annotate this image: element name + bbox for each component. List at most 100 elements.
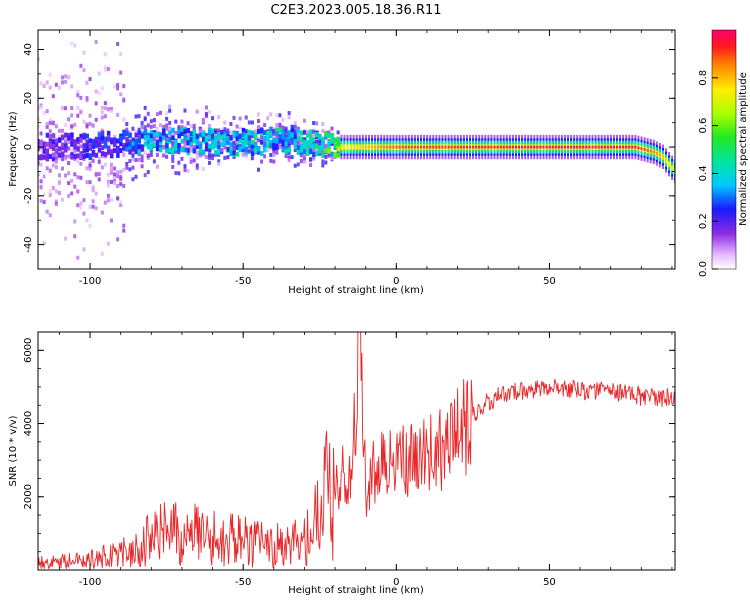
spectrogram-cell: [45, 122, 49, 127]
spectrogram-cell: [287, 111, 291, 116]
spectrogram-cell: [290, 128, 295, 134]
spectrogram-cell: [122, 149, 126, 154]
spectrogram-cell: [119, 202, 123, 207]
spectrogram-cell: [223, 133, 227, 139]
spectrogram-cell: [180, 126, 184, 132]
spectrogram-cell: [324, 144, 328, 149]
spectrogram-cell: [204, 137, 209, 143]
spectrogram-cell: [309, 142, 313, 148]
spectrogram-cell: [79, 154, 83, 160]
spectrogram-cell: [275, 123, 279, 128]
snr-series: [38, 332, 675, 569]
spectrogram-cell: [119, 200, 123, 205]
spectrogram-cell: [238, 138, 243, 144]
spectrogram-cell: [122, 129, 126, 135]
spectrogram-cell: [113, 172, 117, 177]
spectrogram-cell: [73, 139, 77, 145]
spectrogram-cell: [186, 128, 191, 134]
spectrogram-cell: [143, 128, 148, 134]
spectrogram-cell: [217, 128, 221, 133]
spectrogram-cell: [232, 154, 236, 159]
spectrogram-cell: [67, 135, 71, 141]
spectrogram-cell: [432, 145, 435, 149]
spectrogram-cell: [171, 155, 175, 160]
spectrogram-cell: [321, 145, 325, 151]
spectrogram-cell: [38, 116, 40, 121]
colorbar-tick-label: 0.8: [698, 70, 709, 86]
spectrogram-cell: [97, 138, 102, 144]
spectrogram-cell: [204, 155, 208, 160]
spectrogram-cell: [110, 197, 113, 202]
spectrogram-cell: [152, 118, 156, 123]
spectrogram-cell: [85, 142, 89, 148]
spectrogram-cell: [505, 145, 508, 149]
spectrogram-cell: [119, 175, 123, 180]
spectrogram-cell: [312, 129, 316, 134]
spectrogram-cell: [189, 133, 194, 139]
colorbar-tick-label: 0.4: [698, 165, 709, 181]
spectrogram-cell: [413, 145, 416, 149]
spectrogram-cell: [655, 152, 658, 156]
spectrogram-cell: [174, 139, 178, 145]
spectrogram-cell: [94, 136, 99, 142]
spectrogram-cell: [137, 144, 142, 150]
spectrogram-cell: [70, 41, 74, 46]
spectrogram-cell: [146, 170, 150, 175]
spectrogram-cell: [119, 177, 123, 182]
spectrogram-cell: [159, 123, 162, 128]
spectrogram-cell: [131, 141, 135, 147]
spectrogram-cell: [110, 169, 113, 174]
spectrogram-cell: [186, 121, 190, 126]
spectrogram-cell: [82, 68, 86, 73]
spectrogram-cell: [171, 147, 175, 153]
spectrogram-cell: [94, 152, 99, 158]
spectrogram-cell: [42, 174, 46, 179]
spectrogram-cell: [54, 165, 58, 170]
spectrogram-cell: [97, 71, 101, 76]
spectrogram-cell: [110, 166, 113, 171]
spectrogram-cell: [82, 137, 86, 142]
spectrogram-cell: [296, 145, 301, 151]
spectrogram-cell: [253, 148, 258, 154]
spectrogram-cell: [652, 150, 655, 154]
spectrogram-cell: [241, 127, 246, 133]
spectrogram-cell: [42, 145, 47, 151]
spectrogram-cell: [591, 145, 594, 149]
spectrogram-cell: [198, 147, 203, 153]
spectrogram-cell: [51, 133, 56, 139]
spectrogram-cell: [214, 128, 218, 133]
x-tick-label: -100: [79, 276, 102, 287]
spectrogram-cell: [336, 141, 341, 147]
spectrogram-cell: [327, 133, 331, 139]
spectrogram-cell: [296, 138, 300, 143]
spectrogram-cell: [143, 173, 147, 178]
spectrogram-cell: [45, 80, 49, 85]
spectrogram-cell: [186, 150, 191, 156]
spectrogram-cell: [171, 158, 175, 163]
spectrogram-cell: [103, 65, 107, 70]
spectrogram-cell: [275, 131, 279, 137]
spectrogram-cell: [70, 191, 74, 196]
spectrogram-cell: [155, 164, 159, 169]
spectrogram-cell: [321, 152, 325, 158]
spectrogram-cell: [309, 149, 313, 155]
y-tick-label: 20: [23, 92, 34, 105]
spectrogram-cell: [333, 152, 338, 158]
spectrogram-cell: [208, 160, 211, 165]
spectrogram-cell: [143, 117, 147, 122]
spectrogram-cell: [327, 141, 331, 147]
spectrogram-cell: [152, 142, 157, 148]
spectrogram-cell: [189, 148, 193, 153]
spectrogram-cell: [79, 151, 83, 157]
spectrogram-cell: [122, 183, 126, 188]
spectrogram-cell: [70, 148, 74, 153]
spectrogram-cell: [478, 145, 481, 149]
spectrogram-cell: [91, 140, 96, 146]
spectrogram-cell: [619, 145, 622, 149]
spectrogram-cell: [103, 52, 107, 57]
spectrogram-cell: [103, 136, 108, 142]
spectrogram-cell: [229, 147, 233, 153]
spectrogram-cell: [247, 120, 251, 125]
spectrogram-cell: [82, 153, 86, 159]
spectrogram-cell: [302, 139, 307, 145]
